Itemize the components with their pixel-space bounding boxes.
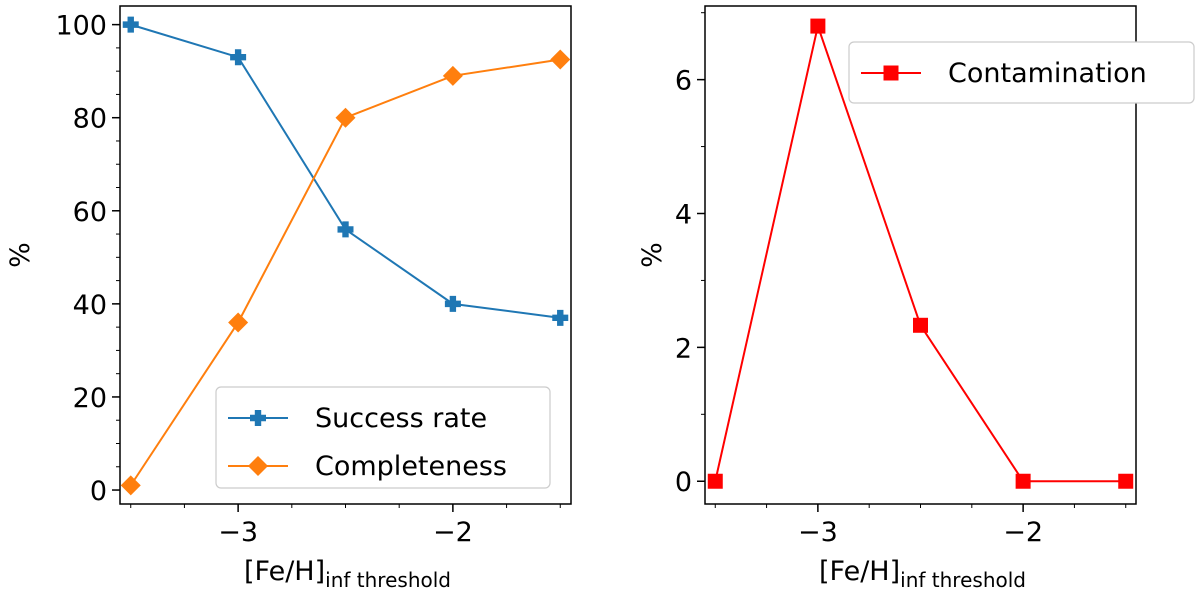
data-point-square xyxy=(707,473,723,489)
data-point-diamond xyxy=(442,65,463,86)
legend: Success rate Completeness xyxy=(215,386,551,489)
series-completeness xyxy=(120,49,571,496)
legend-marker-diamond xyxy=(248,456,268,476)
legend-marker-square xyxy=(883,65,899,81)
data-point-plus xyxy=(230,49,247,66)
x-axis-label-main: [Fe/H] xyxy=(819,556,900,587)
data-point-diamond xyxy=(550,49,571,70)
legend-label: Completeness xyxy=(315,451,507,482)
legend-marker-plus xyxy=(250,410,266,426)
y-tick-label: 100 xyxy=(55,11,107,42)
x-tick-label: −3 xyxy=(798,517,838,548)
y-tick-label: 20 xyxy=(73,383,107,414)
data-point-square xyxy=(1118,473,1134,489)
data-point-square xyxy=(913,317,928,333)
data-point-square xyxy=(1015,473,1031,489)
y-tick-label: 0 xyxy=(90,476,107,507)
series-success-rate xyxy=(122,16,569,326)
chart-panel-1: −3 −2 0 20 40 60 80 100 [Fe/H]inf threshold% Succ… xyxy=(5,5,572,592)
series-contamination xyxy=(707,18,1134,489)
data-point-plus xyxy=(444,295,461,312)
chart-panel-2: −3 −2 0 2 4 6 [Fe/H]inf threshold% Contaminatio… xyxy=(637,5,1195,592)
y-tick-label: 60 xyxy=(73,197,107,228)
x-axis-label-subscript: inf threshold xyxy=(900,568,1026,592)
x-tick-label: −3 xyxy=(218,517,258,548)
x-tick-label: −2 xyxy=(1003,517,1043,548)
x-axis-label: [Fe/H]inf threshold xyxy=(819,556,1026,592)
data-point-diamond xyxy=(228,312,249,333)
legend-box xyxy=(215,386,551,489)
y-tick-label: 4 xyxy=(675,200,692,231)
legend-label: Success rate xyxy=(315,403,487,434)
y-tick-label: 40 xyxy=(73,290,107,321)
data-point-square xyxy=(810,18,826,34)
y-tick-label: 6 xyxy=(675,66,692,97)
legend-box xyxy=(848,41,1195,104)
x-axis-label-subscript: inf threshold xyxy=(325,568,451,592)
x-tick-label: −2 xyxy=(433,517,473,548)
y-axis-label: % xyxy=(637,242,668,268)
data-point-plus xyxy=(337,221,354,238)
data-point-plus xyxy=(552,309,569,326)
legend: Contamination xyxy=(848,41,1195,104)
y-tick-label: 80 xyxy=(73,104,107,135)
y-tick-label: 2 xyxy=(675,333,692,364)
data-point-diamond xyxy=(335,107,356,128)
data-point-diamond xyxy=(120,475,141,496)
data-point-plus xyxy=(122,16,139,33)
legend-label: Contamination xyxy=(948,58,1147,89)
x-axis-label-main: [Fe/H] xyxy=(244,556,325,587)
y-tick-label: 0 xyxy=(675,467,692,498)
x-axis-label: [Fe/H]inf threshold xyxy=(244,556,451,592)
y-axis-label: % xyxy=(5,242,36,268)
